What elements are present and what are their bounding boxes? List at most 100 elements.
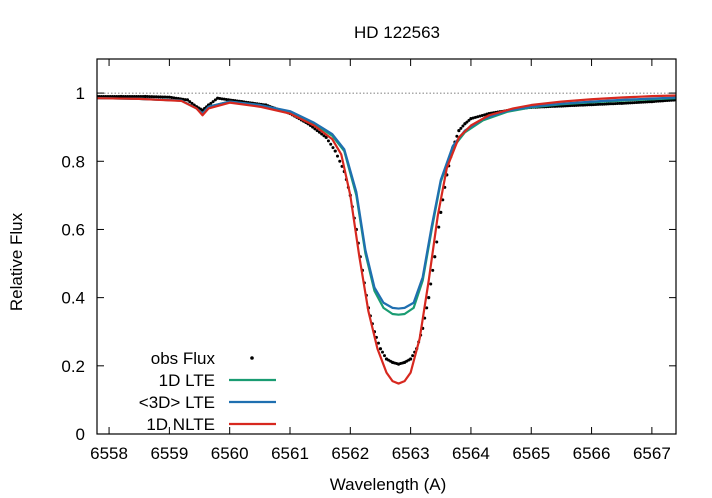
obs-flux-point [222, 97, 226, 101]
obs-flux-point [620, 101, 624, 105]
plot-area: 6558 6559 6560 6561 6562 6563 6564 6565 6566 6567… [61, 58, 677, 463]
obs-flux-point [139, 95, 143, 98]
obs-flux-point [611, 102, 615, 106]
obs-flux-point [461, 124, 465, 128]
obs-flux-point [624, 101, 628, 105]
obs-flux-point [108, 95, 112, 98]
obs-flux-point [124, 95, 128, 98]
obs-flux-point [577, 103, 581, 107]
obs-flux-point [602, 102, 606, 106]
x-tick-label: 6565 [512, 444, 550, 463]
obs-flux-point [585, 103, 589, 107]
obs-flux-point [211, 100, 215, 104]
obs-flux-point [172, 96, 176, 100]
obs-flux-point [331, 146, 335, 150]
x-tick-label: 6564 [452, 444, 490, 463]
obs-flux-point [170, 96, 174, 100]
obs-flux-point [154, 95, 158, 99]
obs-flux-point [227, 98, 231, 102]
obs-flux-point [463, 122, 467, 126]
obs-flux-point [429, 282, 433, 286]
obs-flux-point [117, 95, 121, 98]
obs-flux-point [633, 101, 637, 105]
legend-label: <3D> LTE [139, 393, 215, 412]
obs-flux-point [190, 101, 194, 105]
obs-flux-point [579, 103, 583, 107]
obs-flux-point [639, 100, 643, 104]
obs-flux-point [143, 94, 147, 99]
x-tick-label: 6561 [271, 444, 309, 463]
chart-title: HD 122563 [354, 23, 440, 42]
obs-flux-point [150, 95, 154, 99]
obs-flux-point [457, 128, 461, 133]
series-layer [97, 94, 676, 385]
obs-flux-point [598, 102, 602, 106]
obs-flux-point [409, 357, 413, 361]
obs-flux-point [188, 100, 192, 104]
obs-flux-point [476, 115, 480, 119]
obs-flux-point [141, 95, 145, 98]
obs-flux-point [159, 95, 163, 99]
obs-flux-point [437, 225, 441, 229]
obs-flux-point [311, 125, 315, 129]
y-tick-label: 0.6 [61, 220, 85, 239]
obs-flux-point [589, 103, 594, 107]
obs-flux-point [163, 95, 167, 99]
obs-flux-point [665, 99, 669, 103]
obs-flux-point [572, 103, 576, 107]
obs-flux-point [667, 98, 671, 102]
obs-flux-point [427, 296, 431, 300]
obs-flux-point [326, 139, 330, 143]
obs-flux-point [126, 95, 130, 98]
obs-flux-point [643, 100, 647, 104]
series-line--3d-lte [97, 96, 676, 310]
obs-flux-point [459, 126, 463, 130]
obs-flux-point [635, 100, 639, 104]
obs-flux-point [320, 132, 324, 136]
x-tick-label: 6566 [573, 444, 611, 463]
plot-frame [96, 58, 677, 435]
obs-flux-point [663, 99, 667, 103]
obs-flux-point [435, 240, 439, 244]
y-tick-label: 0 [76, 425, 85, 444]
y-axis-label: Relative Flux [7, 212, 26, 311]
obs-flux-point [380, 350, 384, 354]
obs-flux-point [637, 100, 641, 104]
legend-label: 1D NLTE [146, 415, 215, 434]
obs-flux-point [594, 102, 598, 106]
obs-flux-point [622, 101, 626, 105]
obs-flux-point [661, 99, 665, 103]
obs-flux-point [607, 102, 611, 106]
x-tick-label: 6558 [90, 444, 128, 463]
obs-flux-point [650, 100, 654, 104]
obs-flux-point [218, 97, 222, 101]
obs-flux-point [641, 100, 645, 104]
legend-label: 1D LTE [159, 371, 215, 390]
obs-flux-point [213, 98, 217, 102]
obs-flux-point [220, 97, 224, 101]
obs-flux-point [480, 113, 484, 117]
obs-flux-point [333, 149, 337, 153]
obs-flux-point [315, 129, 319, 133]
obs-flux-point [592, 103, 596, 107]
obs-flux-point [156, 95, 160, 99]
obs-flux-point [570, 104, 574, 108]
obs-flux-point [313, 127, 317, 131]
y-tick-label: 0.4 [61, 289, 85, 308]
obs-flux-point [433, 255, 437, 259]
obs-flux-point [134, 95, 138, 98]
obs-flux-point [145, 95, 149, 99]
obs-flux-point [115, 95, 119, 98]
obs-flux-point [137, 95, 141, 98]
obs-flux-point [581, 103, 585, 107]
obs-flux-point [119, 94, 123, 99]
obs-flux-point [376, 341, 380, 345]
obs-flux-point [324, 135, 328, 140]
obs-flux-point [329, 142, 333, 146]
obs-flux-point [478, 114, 482, 118]
x-tick-label: 6560 [211, 444, 249, 463]
obs-flux-point [630, 101, 634, 105]
obs-flux-point [378, 347, 383, 351]
obs-flux-point [654, 99, 658, 103]
obs-flux-point [161, 95, 165, 99]
